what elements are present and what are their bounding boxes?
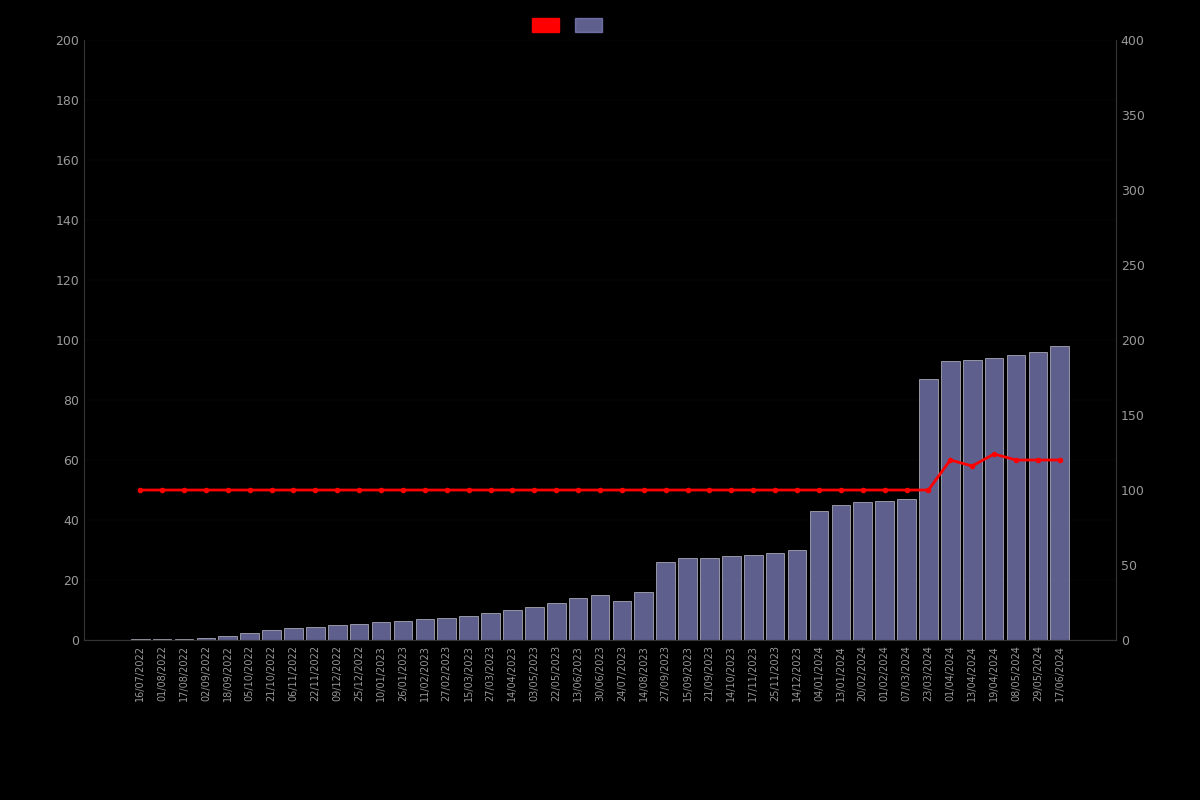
Bar <box>1007 355 1025 640</box>
Bar <box>810 511 828 640</box>
Bar <box>197 638 215 640</box>
Bar <box>766 553 785 640</box>
Bar <box>898 499 916 640</box>
Bar <box>832 505 850 640</box>
Bar <box>569 598 588 640</box>
Bar <box>1028 352 1048 640</box>
Bar <box>350 623 368 640</box>
Bar <box>787 550 806 640</box>
Bar <box>678 558 697 640</box>
Bar <box>152 638 172 640</box>
Bar <box>263 630 281 640</box>
Bar <box>526 607 544 640</box>
Bar <box>175 638 193 640</box>
Bar <box>1050 346 1069 640</box>
Bar <box>372 622 390 640</box>
Bar <box>612 601 631 640</box>
Bar <box>481 613 500 640</box>
Bar <box>547 602 565 640</box>
Bar <box>306 626 325 640</box>
Bar <box>744 554 762 640</box>
Bar <box>284 628 302 640</box>
Bar <box>218 635 238 640</box>
Bar <box>415 619 434 640</box>
Bar <box>875 501 894 640</box>
Bar <box>635 592 653 640</box>
Bar <box>590 595 610 640</box>
Bar <box>438 618 456 640</box>
Bar <box>131 638 150 640</box>
Bar <box>985 358 1003 640</box>
Bar <box>722 556 740 640</box>
Bar <box>240 633 259 640</box>
Bar <box>962 359 982 640</box>
Legend: , : , <box>527 14 611 37</box>
Bar <box>328 625 347 640</box>
Bar <box>853 502 872 640</box>
Bar <box>700 558 719 640</box>
Bar <box>394 621 413 640</box>
Bar <box>941 361 960 640</box>
Bar <box>919 379 937 640</box>
Bar <box>460 616 478 640</box>
Bar <box>503 610 522 640</box>
Bar <box>656 562 674 640</box>
